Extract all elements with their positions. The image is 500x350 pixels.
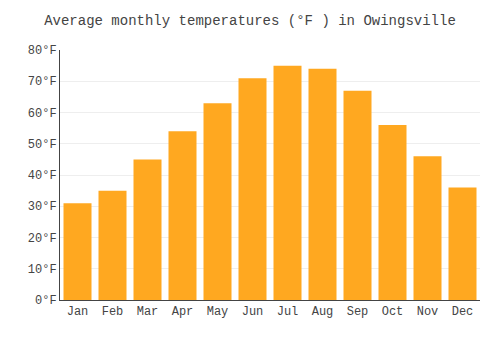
svg-text:Jun: Jun — [242, 305, 264, 319]
svg-text:60°F: 60°F — [28, 107, 57, 121]
svg-text:40°F: 40°F — [28, 169, 57, 183]
svg-text:70°F: 70°F — [28, 75, 57, 89]
svg-text:80°F: 80°F — [28, 44, 57, 58]
svg-text:0°F: 0°F — [35, 294, 57, 308]
svg-text:Apr: Apr — [172, 305, 194, 319]
svg-text:Sep: Sep — [347, 305, 369, 319]
svg-text:Dec: Dec — [452, 305, 474, 319]
svg-text:20°F: 20°F — [28, 232, 57, 246]
svg-text:10°F: 10°F — [28, 263, 57, 277]
svg-text:Mar: Mar — [137, 305, 159, 319]
svg-text:Oct: Oct — [382, 305, 404, 319]
svg-text:May: May — [207, 305, 229, 319]
svg-text:30°F: 30°F — [28, 200, 57, 214]
svg-text:Jul: Jul — [277, 305, 299, 319]
svg-text:Nov: Nov — [417, 305, 439, 319]
svg-text:Average monthly temperatures (: Average monthly temperatures (°F ) in Ow… — [44, 13, 456, 29]
svg-text:50°F: 50°F — [28, 138, 57, 152]
svg-text:Jan: Jan — [67, 305, 89, 319]
svg-text:Aug: Aug — [312, 305, 334, 319]
svg-text:Feb: Feb — [102, 305, 124, 319]
